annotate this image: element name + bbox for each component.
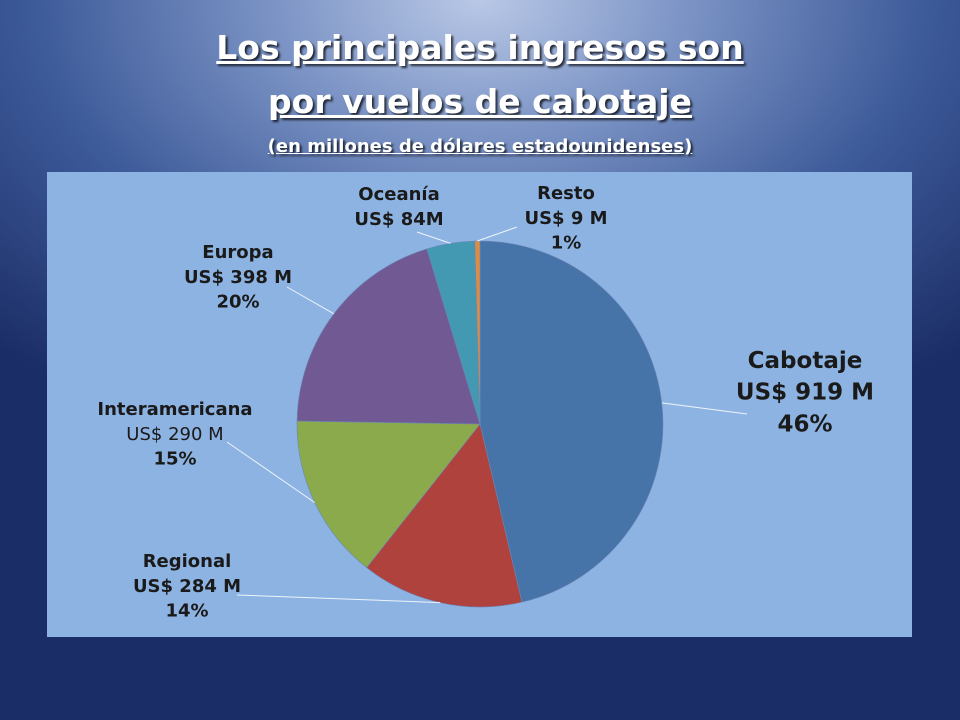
chart-area: Cabotaje US$ 919 M 46% Regional US$ 284 M 14%…	[47, 172, 912, 637]
leader-line-oceania	[416, 231, 451, 244]
pie-slice-regional	[366, 423, 523, 608]
leader-line-resto	[477, 226, 518, 242]
pie-slice-cabotaje	[479, 240, 664, 603]
page-title-line2: por vuelos de cabotaje	[268, 82, 692, 121]
pie-slice-europa	[296, 248, 481, 425]
data-label-regional: Regional US$ 284 M 14%	[133, 551, 241, 622]
pie-slice-resto	[474, 240, 481, 425]
page-title-line1: Los principales ingresos son	[216, 28, 744, 67]
data-label-interamericana: Interamericana US$ 290 M 15%	[97, 399, 252, 470]
leader-line-cabotaje	[661, 402, 748, 415]
leader-line-europa	[286, 286, 335, 315]
pie-slice-interamericana	[296, 420, 481, 569]
data-label-cabotaje: Cabotaje US$ 919 M 46%	[736, 348, 874, 437]
data-label-resto: Resto US$ 9 M 1%	[524, 183, 607, 254]
pie-chart: Cabotaje US$ 919 M 46% Regional US$ 284 M 14%…	[97, 183, 874, 622]
leader-line-interamericana	[226, 441, 315, 503]
data-label-oceania: Oceanía US$ 84M	[354, 184, 443, 230]
page-subtitle: (en millones de dólares estadounidenses)	[267, 136, 693, 157]
data-label-europa: Europa US$ 398 M 20%	[184, 242, 292, 313]
leader-line-regional	[236, 594, 441, 604]
